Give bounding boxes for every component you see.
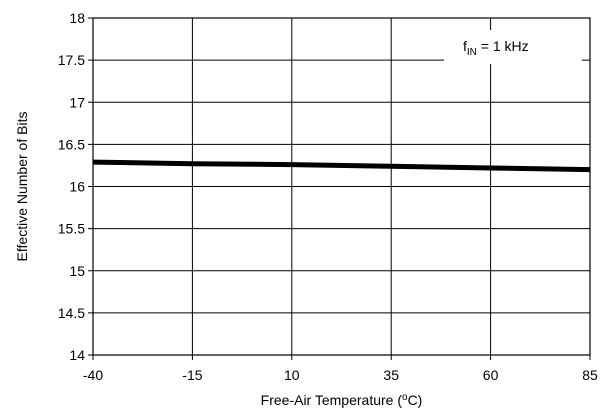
- x-tick-label: 35: [383, 367, 399, 383]
- y-tick-label: 17: [69, 94, 85, 110]
- y-tick-label: 15.5: [58, 221, 85, 237]
- y-axis-title: Effective Number of Bits: [14, 112, 30, 262]
- y-tick-label: 18: [69, 10, 85, 26]
- annotation-subscript: IN: [467, 47, 477, 58]
- grid: [93, 18, 590, 355]
- x-axis-title: Free-Air Temperature (oC): [261, 392, 423, 408]
- x-tick-label: -40: [83, 367, 103, 383]
- y-tick-label: 15: [69, 263, 85, 279]
- x-tick-label: 85: [582, 367, 598, 383]
- axis-ticks: -40 -15 10 35 60 85 14 14.5 15 15.5 16 16.5 17 17.5 18: [58, 10, 598, 383]
- x-axis-title-unit: C): [408, 392, 423, 408]
- y-tick-label: 17.5: [58, 52, 85, 68]
- x-axis-title-degree: o: [402, 392, 408, 403]
- x-axis-title-main: Free-Air Temperature (: [261, 392, 403, 408]
- y-tick-label: 16: [69, 179, 85, 195]
- annotation-rest: = 1 kHz: [477, 38, 529, 54]
- annotation-background: [444, 30, 582, 64]
- x-tick-label: -15: [182, 367, 202, 383]
- annotation-fin: fIN = 1 kHz: [463, 38, 529, 58]
- y-tick-label: 14.5: [58, 305, 85, 321]
- y-tick-label: 14: [69, 347, 85, 363]
- y-tick-label: 16.5: [58, 136, 85, 152]
- series-layer: [92, 159, 591, 173]
- x-tick-label: 10: [284, 367, 300, 383]
- annotation-main: f: [463, 38, 467, 54]
- x-tick-label: 60: [483, 367, 499, 383]
- series-line: [92, 159, 591, 173]
